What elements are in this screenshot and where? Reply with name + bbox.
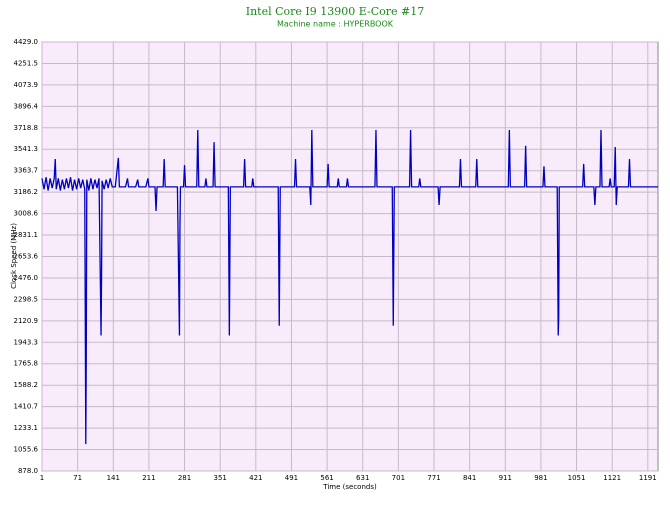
x-tick-label: 1 <box>40 474 44 482</box>
y-tick-label: 3186.2 <box>14 188 39 196</box>
x-tick-label: 911 <box>499 474 512 482</box>
y-tick-label: 2831.1 <box>14 231 39 239</box>
data-line <box>41 130 658 445</box>
y-axis-label: Clock Speed (MHz) <box>10 223 18 289</box>
y-tick-label: 4429.0 <box>14 38 39 46</box>
x-tick-label: 1191 <box>639 474 657 482</box>
x-tick-label: 701 <box>392 474 405 482</box>
x-tick-label: 841 <box>463 474 476 482</box>
y-tick-label: 1410.7 <box>14 403 39 411</box>
chart-title: Intel Core I9 13900 E-Core #17 <box>246 5 424 18</box>
x-axis-label: Time (seconds) <box>322 483 377 491</box>
x-tick-label: 351 <box>213 474 226 482</box>
y-tick-label: 1055.6 <box>14 446 39 454</box>
x-tick-label: 1051 <box>568 474 586 482</box>
x-tick-label: 771 <box>427 474 440 482</box>
y-tick-label: 4073.9 <box>14 81 39 89</box>
x-tick-label: 71 <box>73 474 82 482</box>
x-tick-label: 981 <box>534 474 547 482</box>
y-tick-label: 1943.3 <box>14 338 39 346</box>
y-tick-label: 4251.5 <box>14 59 39 67</box>
y-tick-label: 3896.4 <box>14 102 39 110</box>
x-tick-label: 281 <box>178 474 191 482</box>
x-tick-label: 421 <box>249 474 262 482</box>
y-tick-label: 2653.6 <box>14 252 39 260</box>
y-tick-label: 1588.2 <box>14 381 39 389</box>
x-tick-label: 631 <box>356 474 369 482</box>
y-tick-label: 2476.0 <box>14 274 39 282</box>
x-tick-label: 561 <box>320 474 333 482</box>
y-tick-label: 1233.1 <box>14 424 39 432</box>
x-tick-label: 1121 <box>603 474 621 482</box>
y-tick-label: 2120.9 <box>14 317 39 325</box>
y-tick-label: 1765.8 <box>14 360 39 368</box>
y-tick-label: 3718.8 <box>14 124 39 132</box>
chart-subtitle: Machine name : HYPERBOOK <box>277 20 394 29</box>
y-tick-label: 878.0 <box>18 467 38 475</box>
x-tick-label: 491 <box>285 474 298 482</box>
x-tick-label: 211 <box>142 474 155 482</box>
y-tick-label: 3541.3 <box>14 145 39 153</box>
x-tick-label: 141 <box>107 474 120 482</box>
y-tick-label: 3363.7 <box>14 167 39 175</box>
y-tick-label: 3008.6 <box>14 210 39 218</box>
y-tick-label: 2298.5 <box>14 295 39 303</box>
